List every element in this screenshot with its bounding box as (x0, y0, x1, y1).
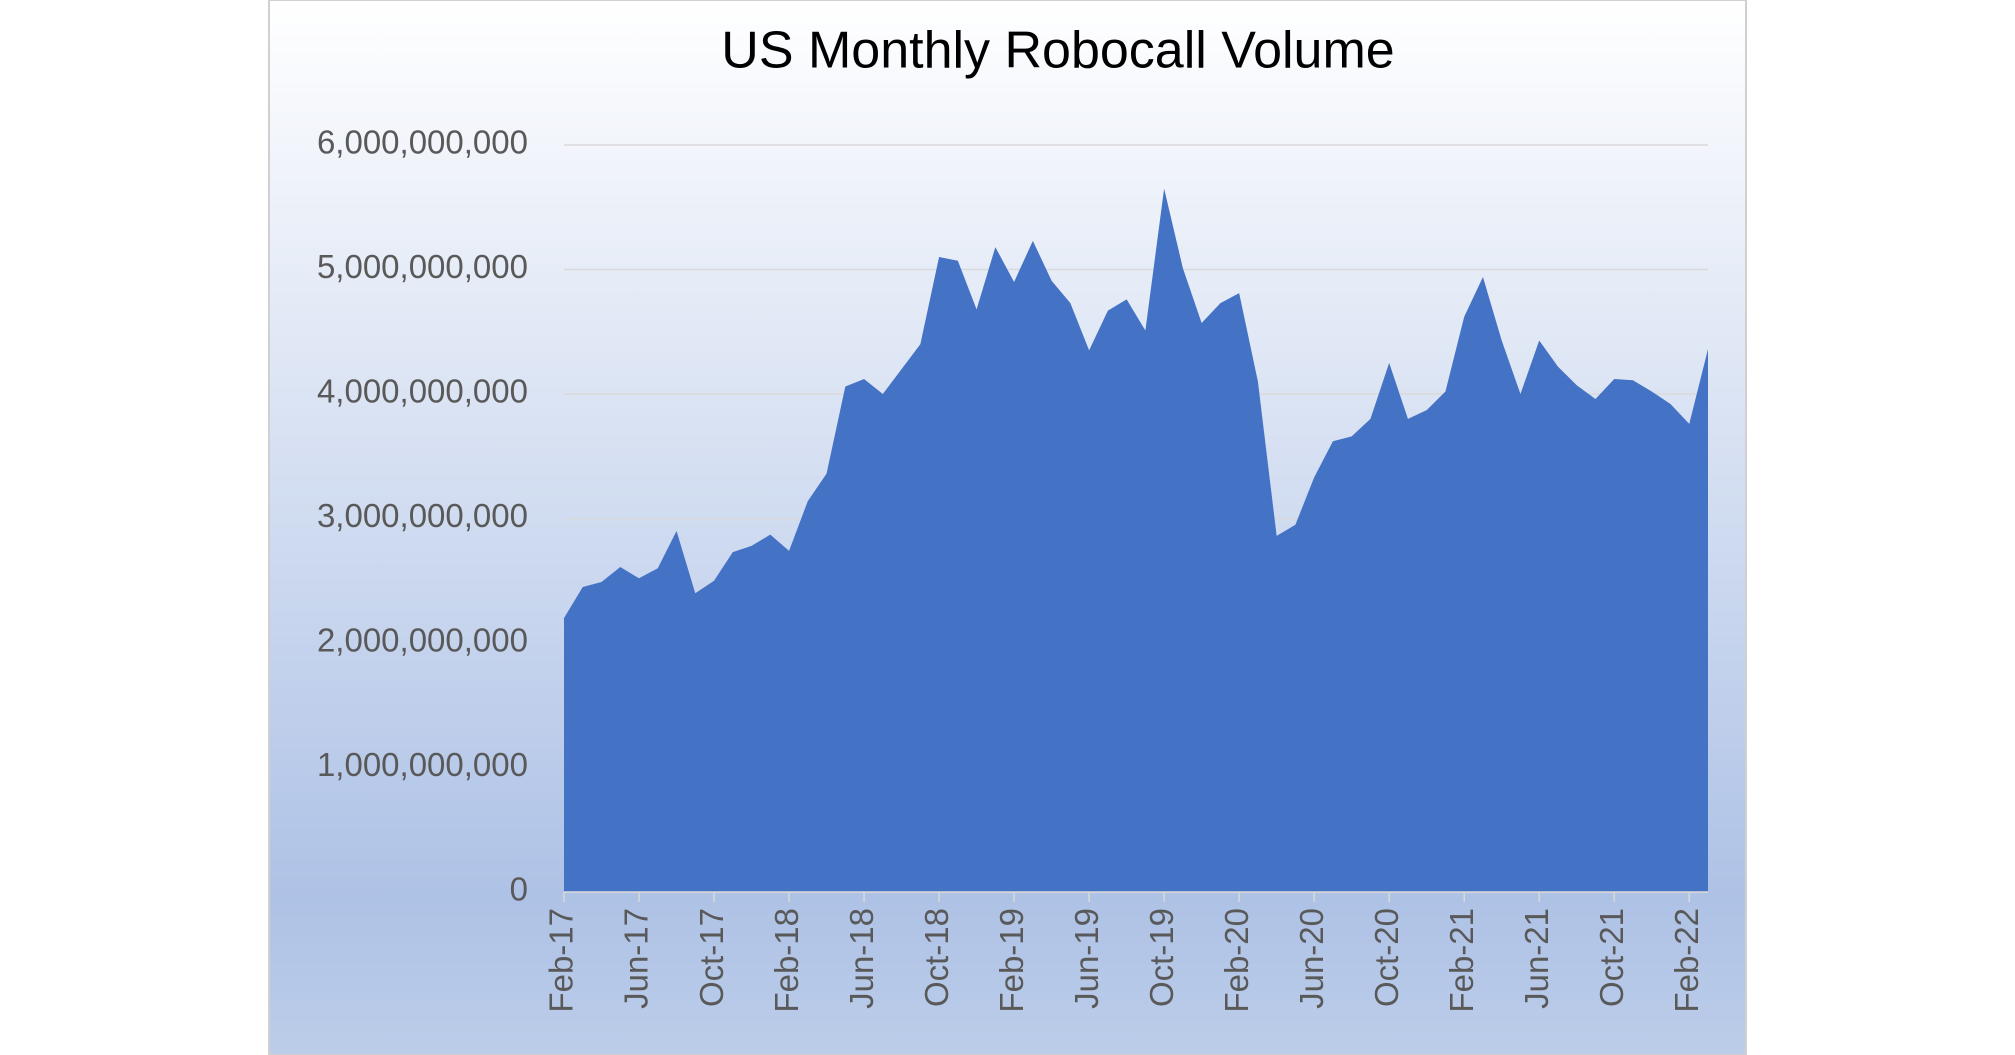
y-tick-label: 4,000,000,000 (317, 373, 528, 410)
x-tick-label: Jun-18 (843, 908, 880, 1009)
x-tick-label: Jun-19 (1068, 908, 1105, 1009)
y-tick-label: 6,000,000,000 (317, 124, 528, 161)
y-tick-label: 2,000,000,000 (317, 622, 528, 659)
x-tick-label: Oct-21 (1593, 908, 1630, 1007)
x-tick-label: Oct-17 (693, 908, 730, 1007)
x-tick-label: Feb-21 (1443, 908, 1480, 1013)
x-tick-label: Oct-19 (1143, 908, 1180, 1007)
x-tick-label: Feb-22 (1668, 908, 1705, 1013)
x-tick-label: Oct-18 (918, 908, 955, 1007)
x-tick-label: Feb-18 (768, 908, 805, 1013)
x-tick-label: Feb-19 (993, 908, 1030, 1013)
x-tick-label: Jun-20 (1293, 908, 1330, 1009)
x-tick-label: Jun-17 (618, 908, 655, 1009)
x-tick-label: Oct-20 (1368, 908, 1405, 1007)
x-tick-label: Jun-21 (1518, 908, 1555, 1009)
area (564, 188, 1708, 892)
y-tick-label: 1,000,000,000 (317, 746, 528, 783)
x-tick-label: Feb-20 (1218, 908, 1255, 1013)
chart-title: US Monthly Robocall Volume (721, 22, 1394, 80)
x-tick-label: Feb-17 (543, 908, 580, 1013)
y-tick-label: 3,000,000,000 (317, 497, 528, 534)
y-tick-label: 5,000,000,000 (317, 248, 528, 285)
y-tick-label: 0 (510, 871, 528, 908)
